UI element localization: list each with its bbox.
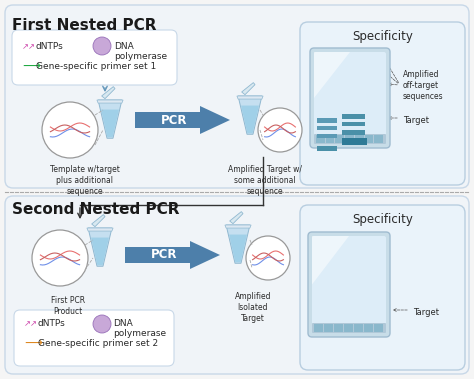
Text: Second Nested PCR: Second Nested PCR (12, 202, 180, 217)
Text: dNTPs: dNTPs (38, 319, 66, 328)
Text: Gene-specific primer set 1: Gene-specific primer set 1 (36, 62, 156, 71)
Text: PCR: PCR (151, 249, 178, 262)
FancyBboxPatch shape (334, 324, 343, 332)
Circle shape (42, 102, 98, 158)
FancyBboxPatch shape (314, 52, 386, 144)
FancyBboxPatch shape (365, 135, 374, 143)
FancyBboxPatch shape (326, 135, 335, 143)
Text: ↗↗: ↗↗ (24, 319, 38, 328)
FancyBboxPatch shape (364, 324, 373, 332)
FancyBboxPatch shape (312, 323, 386, 333)
Circle shape (93, 37, 111, 55)
FancyBboxPatch shape (342, 114, 365, 119)
Text: Target: Target (413, 308, 439, 317)
FancyBboxPatch shape (308, 232, 390, 337)
FancyBboxPatch shape (374, 324, 383, 332)
FancyBboxPatch shape (324, 324, 333, 332)
Polygon shape (135, 106, 230, 134)
FancyBboxPatch shape (314, 134, 386, 144)
FancyBboxPatch shape (345, 135, 354, 143)
Polygon shape (101, 87, 115, 99)
FancyBboxPatch shape (12, 30, 177, 85)
Circle shape (32, 230, 88, 286)
Polygon shape (91, 215, 105, 227)
Text: Amplified
Isolated
Target: Amplified Isolated Target (235, 292, 271, 323)
FancyBboxPatch shape (310, 48, 390, 148)
Text: Specificity: Specificity (353, 213, 413, 226)
FancyBboxPatch shape (300, 22, 465, 185)
Polygon shape (87, 228, 113, 231)
FancyBboxPatch shape (354, 324, 363, 332)
FancyBboxPatch shape (344, 324, 353, 332)
FancyBboxPatch shape (355, 135, 364, 143)
Polygon shape (125, 241, 220, 269)
FancyBboxPatch shape (342, 130, 365, 135)
Polygon shape (97, 100, 123, 103)
FancyBboxPatch shape (314, 324, 323, 332)
Polygon shape (98, 100, 122, 138)
Text: ⟶: ⟶ (22, 60, 40, 73)
Polygon shape (226, 225, 250, 263)
Text: First Nested PCR: First Nested PCR (12, 18, 156, 33)
Text: Gene-specific primer set 2: Gene-specific primer set 2 (38, 339, 158, 348)
FancyBboxPatch shape (317, 126, 337, 130)
Text: ⟶: ⟶ (24, 337, 42, 350)
Text: Target: Target (403, 116, 429, 125)
Text: Template w/target
plus additional
sequence: Template w/target plus additional sequen… (50, 165, 120, 196)
Text: DNA
polymerase: DNA polymerase (114, 42, 167, 61)
Polygon shape (238, 96, 262, 134)
FancyBboxPatch shape (317, 134, 337, 138)
FancyBboxPatch shape (312, 236, 386, 333)
Text: PCR: PCR (161, 113, 188, 127)
Polygon shape (230, 211, 243, 224)
Circle shape (246, 236, 290, 280)
Polygon shape (242, 83, 255, 95)
Text: Amplified
off-target
sequences: Amplified off-target sequences (403, 70, 444, 101)
Text: DNA
polymerase: DNA polymerase (113, 319, 166, 338)
FancyBboxPatch shape (342, 138, 367, 145)
Text: ↗↗: ↗↗ (22, 42, 36, 51)
Polygon shape (237, 96, 263, 99)
FancyBboxPatch shape (300, 205, 465, 370)
Polygon shape (225, 225, 251, 228)
FancyBboxPatch shape (5, 196, 469, 374)
Polygon shape (314, 52, 350, 98)
FancyBboxPatch shape (317, 118, 337, 123)
FancyBboxPatch shape (5, 5, 469, 188)
Polygon shape (101, 110, 119, 137)
Polygon shape (91, 238, 109, 265)
Circle shape (93, 315, 111, 333)
Polygon shape (88, 228, 112, 266)
FancyBboxPatch shape (336, 135, 344, 143)
FancyBboxPatch shape (374, 135, 383, 143)
Polygon shape (241, 106, 259, 133)
Text: Amplified Target w/
some additional
sequence: Amplified Target w/ some additional sequ… (228, 165, 302, 196)
Text: First PCR
Product: First PCR Product (51, 296, 85, 316)
Text: Specificity: Specificity (353, 30, 413, 43)
FancyBboxPatch shape (14, 310, 174, 366)
Text: dNTPs: dNTPs (36, 42, 64, 51)
FancyBboxPatch shape (317, 146, 337, 151)
FancyBboxPatch shape (342, 122, 365, 126)
Polygon shape (312, 236, 349, 285)
Polygon shape (229, 235, 247, 262)
Circle shape (258, 108, 302, 152)
FancyBboxPatch shape (316, 135, 325, 143)
